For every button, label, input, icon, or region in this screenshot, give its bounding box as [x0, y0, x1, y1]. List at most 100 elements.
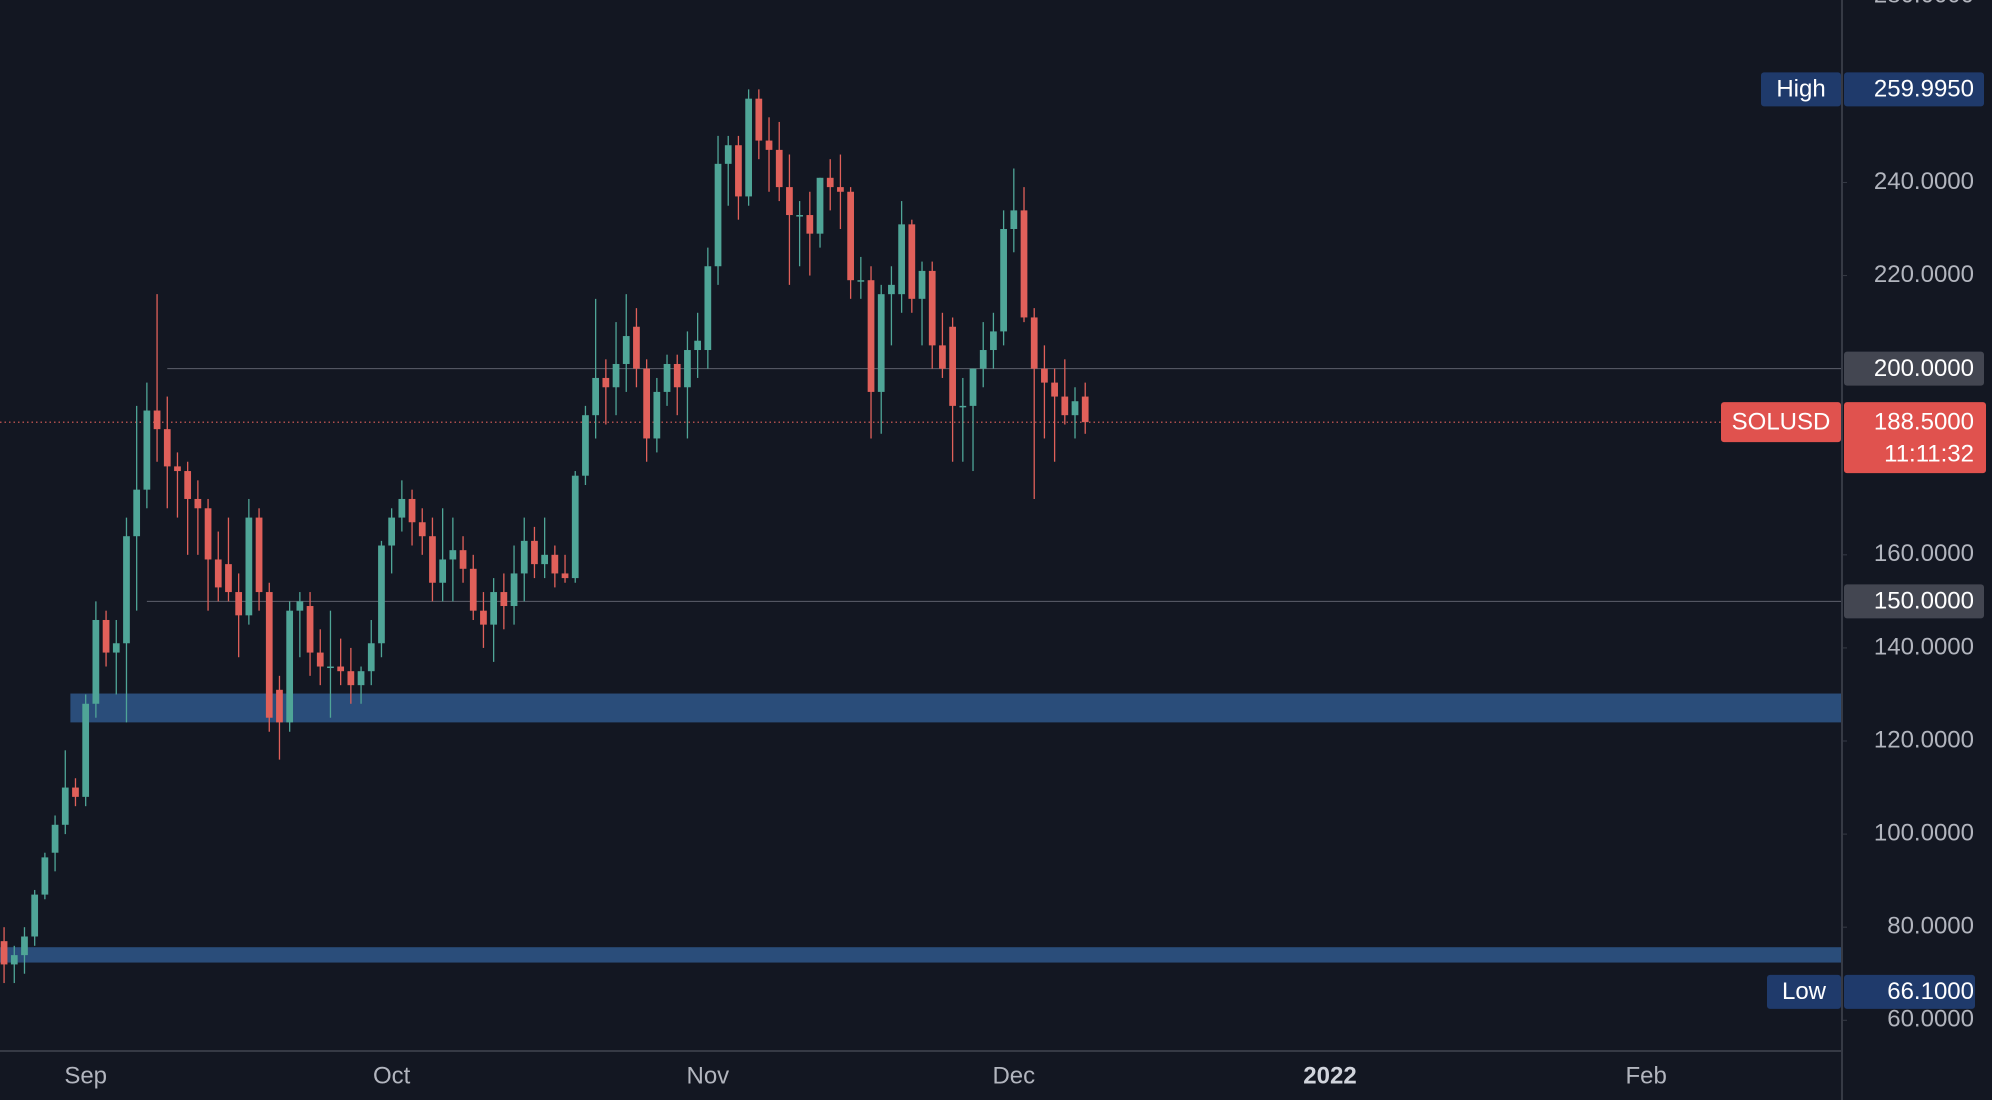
- candle-body: [174, 466, 181, 472]
- last-price-label: 188.5000: [1874, 409, 1974, 436]
- y-tick-label: 140.0000: [1874, 633, 1974, 660]
- candle-body: [663, 363, 671, 392]
- candle-body: [1081, 396, 1089, 423]
- candle-body: [541, 554, 549, 565]
- last-price-box: [1844, 402, 1986, 474]
- candle-body: [21, 936, 28, 956]
- y-tick-label: 100.0000: [1874, 819, 1974, 846]
- symbol-label: SOLUSD: [1732, 409, 1831, 436]
- candle-body: [1071, 401, 1079, 416]
- candle-body: [296, 601, 304, 611]
- candle-body: [82, 703, 90, 797]
- candle-body: [582, 415, 589, 476]
- candle-body: [265, 592, 273, 718]
- candle-body: [41, 857, 49, 895]
- candle-body: [571, 475, 579, 579]
- candle-body: [235, 592, 243, 616]
- candle-body: [592, 377, 600, 416]
- candle-body: [949, 326, 956, 406]
- candle-body: [653, 391, 661, 439]
- marker-value-box: [1844, 974, 1975, 1009]
- candle-body: [724, 145, 732, 164]
- candle-body: [684, 350, 691, 388]
- candle-body: [480, 610, 487, 625]
- candle-body: [1020, 210, 1028, 318]
- candle-body: [847, 191, 854, 281]
- candle-body: [755, 98, 763, 141]
- candle-body: [357, 671, 365, 686]
- candle-body: [622, 336, 630, 364]
- candle-body: [877, 294, 885, 392]
- candle-body: [714, 163, 722, 267]
- candle-body: [367, 643, 375, 672]
- x-tick-label: 2022: [1303, 1062, 1356, 1089]
- marker-value: 66.1000: [1887, 978, 1974, 1005]
- candle-body: [133, 489, 141, 537]
- candle-body: [765, 140, 773, 150]
- candle-body: [469, 568, 477, 611]
- marker-value: 259.9950: [1874, 76, 1974, 103]
- price-box: [1844, 584, 1984, 619]
- candle-body: [602, 377, 610, 388]
- x-tick-label: Sep: [64, 1062, 107, 1089]
- x-tick-label: Feb: [1625, 1062, 1666, 1089]
- symbol-box: [1721, 402, 1841, 443]
- countdown: 11:11:32: [1884, 441, 1974, 468]
- candle-body: [10, 955, 18, 965]
- candle-body: [1030, 317, 1038, 369]
- candle-body: [163, 429, 171, 467]
- candle-body: [908, 224, 916, 299]
- candle-body: [857, 280, 865, 282]
- candle-body: [1000, 229, 1007, 332]
- candle-body: [388, 517, 396, 546]
- marker-name: High: [1776, 76, 1825, 103]
- y-tick-label: 60.0000: [1887, 1006, 1974, 1033]
- candle-body: [704, 266, 712, 351]
- candle-body: [31, 894, 39, 937]
- price-box: [1844, 351, 1984, 386]
- candle-body: [786, 187, 793, 216]
- candle-body: [551, 554, 559, 574]
- candle-body: [745, 98, 752, 197]
- candle-body: [449, 550, 457, 560]
- candle-body: [500, 592, 508, 607]
- y-tick-label: 220.0000: [1874, 261, 1974, 288]
- price-box-label: 200.0000: [1874, 355, 1974, 382]
- candle-body: [92, 619, 100, 704]
- candle-body: [72, 787, 79, 797]
- candle-body: [429, 536, 436, 583]
- y-tick-label: 120.0000: [1874, 726, 1974, 753]
- zone: [70, 693, 1843, 723]
- candle-body: [418, 522, 426, 537]
- candle-body: [979, 350, 987, 369]
- candle-body: [612, 363, 620, 388]
- candle-body: [398, 498, 406, 518]
- candle-body: [286, 610, 294, 723]
- candle-body: [806, 215, 814, 234]
- marker-name-box: [1761, 72, 1841, 107]
- candle-body: [51, 824, 59, 853]
- zone: [0, 947, 1842, 963]
- candle-body: [204, 508, 212, 560]
- candle-body: [245, 517, 253, 616]
- candle-body: [561, 573, 569, 579]
- candle-body: [643, 368, 651, 439]
- candle-body: [143, 410, 151, 490]
- candle-body: [347, 671, 355, 686]
- candle-body: [898, 224, 905, 295]
- candle-body: [796, 215, 803, 217]
- candle-body: [490, 592, 498, 625]
- candle-body: [1061, 396, 1069, 416]
- candle-body: [888, 284, 895, 295]
- y-tick-label: 280.0000: [1874, 0, 1974, 9]
- candle-body: [0, 941, 8, 965]
- candle-body: [735, 145, 742, 197]
- price-axis-bg: [1842, 0, 1992, 1100]
- candle-body: [459, 550, 467, 569]
- price-box-label: 150.0000: [1874, 588, 1974, 615]
- candle-body: [306, 606, 314, 653]
- x-tick-label: Oct: [373, 1062, 411, 1089]
- candle-body: [826, 177, 834, 188]
